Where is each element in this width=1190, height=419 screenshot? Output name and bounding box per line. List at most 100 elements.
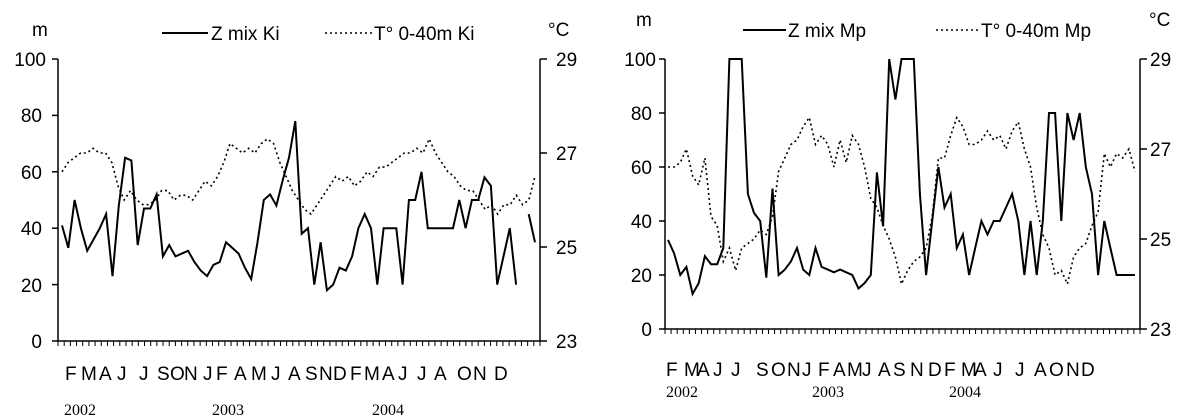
month-label: F <box>65 364 77 385</box>
month-label: N <box>910 360 924 381</box>
y-left-tick-label: 100 <box>14 50 46 71</box>
month-label: N <box>787 360 801 381</box>
month-label: F <box>944 360 956 381</box>
month-label: A <box>833 360 846 381</box>
month-label: J <box>271 364 281 385</box>
month-label: A <box>434 364 447 385</box>
month-label: N <box>184 364 198 385</box>
month-label: J <box>862 360 872 381</box>
month-label: D <box>1081 360 1095 381</box>
y-left-tick-label: 80 <box>631 104 652 125</box>
month-label: D <box>333 364 347 385</box>
month-label: S <box>305 364 318 385</box>
legend-label-zmix-ki: Z mix Ki <box>211 24 280 45</box>
month-label: J <box>139 364 149 385</box>
month-label: A <box>99 364 112 385</box>
month-label: M <box>684 360 700 381</box>
y-right-tick-label: 25 <box>1150 230 1171 251</box>
y-left-tick-label: 0 <box>641 320 652 341</box>
series-line-z-mix-ki <box>61 120 536 293</box>
month-label: O <box>170 364 185 385</box>
month-label: J <box>398 364 408 385</box>
ticks-mp <box>659 58 1147 334</box>
month-label: A <box>1034 360 1047 381</box>
left-axis-unit-ki: m <box>32 20 48 41</box>
y-right-tick-labels-mp: 23 25 27 29 <box>1150 50 1171 341</box>
y-right-tick-label: 23 <box>1150 320 1171 341</box>
month-label: J <box>417 364 427 385</box>
legend-label-temp-mp: T° 0-40m Mp <box>981 21 1091 42</box>
year-labels-ki: 2002 2003 2004 <box>64 402 404 419</box>
y-left-tick-label: 40 <box>631 212 652 233</box>
month-labels-mp: F MA J J S O N J F A M J A S N D F MA J J A O N D <box>666 360 1095 381</box>
year-label: 2004 <box>372 402 404 419</box>
month-label: J <box>802 360 812 381</box>
ticks-ki <box>52 58 547 346</box>
month-label: F <box>666 360 678 381</box>
chart-ki: m °C Z mix Ki T° 0-40m Ki 0 20 40 60 80 … <box>14 20 577 419</box>
month-label: M <box>251 364 267 385</box>
month-label: S <box>157 364 170 385</box>
series-line-z-mix-mp <box>667 58 1135 297</box>
right-axis-unit-mp: °C <box>1149 10 1170 31</box>
month-label: A <box>878 360 891 381</box>
series-group-mp <box>667 58 1136 297</box>
month-label: A <box>697 360 710 381</box>
year-label: 2003 <box>212 402 244 419</box>
month-label: F <box>350 364 362 385</box>
month-label: S <box>756 360 769 381</box>
month-label: M <box>961 360 977 381</box>
month-label: O <box>1049 360 1064 381</box>
month-label: N <box>473 364 487 385</box>
y-right-tick-label: 29 <box>556 50 577 71</box>
y-left-tick-labels-mp: 0 20 40 60 80 100 <box>624 50 656 341</box>
month-label: J <box>203 364 213 385</box>
month-label: J <box>713 360 723 381</box>
legend-label-temp-ki: T° 0-40m Ki <box>374 24 475 45</box>
y-right-tick-labels-ki: 23 25 27 29 <box>556 50 577 353</box>
chart-mp: m °C Z mix Mp T° 0-40m Mp 0 20 40 60 80 … <box>624 10 1171 401</box>
month-label: S <box>893 360 906 381</box>
year-label: 2003 <box>812 384 844 401</box>
month-label: J <box>993 360 1003 381</box>
month-label: D <box>928 360 942 381</box>
right-axis-unit-ki: °C <box>548 20 569 41</box>
month-label: M <box>81 364 97 385</box>
month-label: D <box>494 364 508 385</box>
y-left-tick-label: 40 <box>21 219 42 240</box>
year-label: 2004 <box>949 384 981 401</box>
series-group-ki <box>61 120 536 293</box>
y-left-tick-label: 60 <box>21 163 42 184</box>
month-label: A <box>974 360 987 381</box>
month-label: F <box>818 360 830 381</box>
month-label: M <box>364 364 380 385</box>
y-left-tick-label: 80 <box>21 106 42 127</box>
month-label: J <box>117 364 127 385</box>
month-label: M <box>847 360 863 381</box>
y-right-tick-label: 25 <box>556 238 577 259</box>
left-axis-unit-mp: m <box>636 10 652 31</box>
y-right-tick-label: 29 <box>1150 50 1171 71</box>
y-left-tick-label: 100 <box>624 50 656 71</box>
legend-ki: Z mix Ki T° 0-40m Ki <box>162 24 475 45</box>
y-left-tick-label: 20 <box>631 266 652 287</box>
month-label: N <box>1066 360 1080 381</box>
legend-mp: Z mix Mp T° 0-40m Mp <box>743 21 1091 42</box>
y-right-tick-label: 27 <box>556 144 577 165</box>
y-right-tick-label: 27 <box>1150 140 1171 161</box>
month-label: F <box>216 364 228 385</box>
month-label: A <box>234 364 247 385</box>
month-label: O <box>771 360 786 381</box>
y-right-tick-label: 23 <box>556 332 577 353</box>
year-label: 2002 <box>666 384 698 401</box>
month-label: A <box>382 364 395 385</box>
month-label: O <box>457 364 472 385</box>
month-label: J <box>731 360 741 381</box>
year-label: 2002 <box>64 402 96 419</box>
y-left-tick-labels-ki: 0 20 40 60 80 100 <box>14 50 46 353</box>
month-label: N <box>319 364 333 385</box>
y-left-tick-label: 60 <box>631 158 652 179</box>
year-labels-mp: 2002 2003 2004 <box>666 384 981 401</box>
